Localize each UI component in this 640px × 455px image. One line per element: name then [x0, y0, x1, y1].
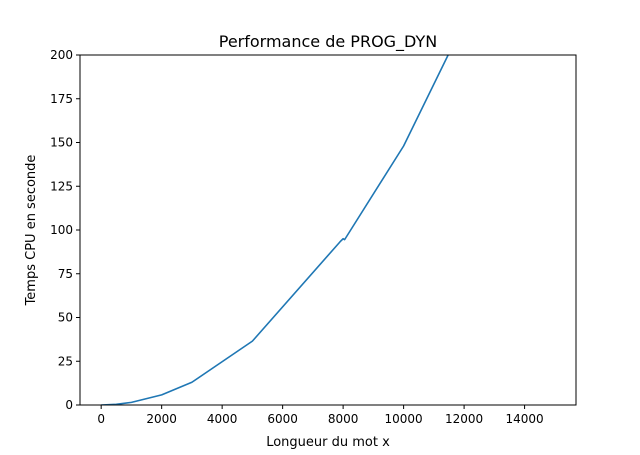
y-tick-label: 200	[50, 48, 73, 62]
plot-area	[101, 55, 450, 405]
y-tick-label: 75	[58, 267, 73, 281]
x-tick-label: 12000	[445, 412, 483, 426]
x-tick-label: 6000	[267, 412, 298, 426]
y-tick-label: 100	[50, 223, 73, 237]
x-tick-label: 4000	[207, 412, 238, 426]
series-line	[101, 55, 450, 405]
y-tick-label: 25	[58, 354, 73, 368]
y-tick-label: 0	[65, 398, 73, 412]
x-axis-ticks: 0 2000 4000 6000 8000 10000 12000 14000	[97, 405, 544, 426]
x-tick-label: 10000	[385, 412, 423, 426]
y-tick-label: 175	[50, 92, 73, 106]
y-axis-ticks: 0 25 50 75 100 125 150 175 200	[50, 48, 80, 412]
y-tick-label: 125	[50, 179, 73, 193]
x-tick-label: 2000	[146, 412, 177, 426]
chart-title: Performance de PROG_DYN	[219, 32, 438, 52]
y-tick-label: 150	[50, 136, 73, 150]
y-tick-label: 50	[58, 311, 73, 325]
x-tick-label: 14000	[505, 412, 543, 426]
x-tick-label: 0	[97, 412, 105, 426]
x-axis-label: Longueur du mot x	[266, 435, 390, 450]
x-tick-label: 8000	[328, 412, 359, 426]
axes-frame	[79, 54, 577, 406]
y-axis-label: Temps CPU en seconde	[24, 155, 39, 307]
